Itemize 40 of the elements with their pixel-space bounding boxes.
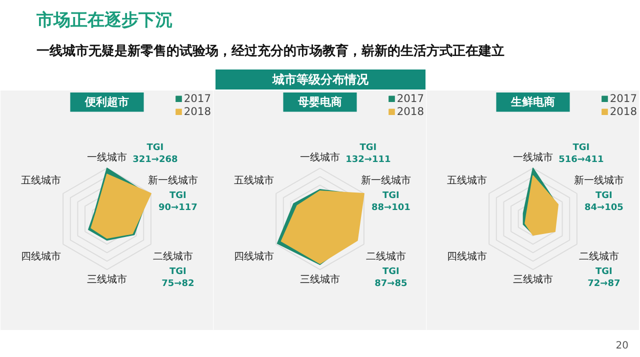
text: 一线城市无疑是新零售的试验场，经过充分的市场教育，崭新的生活方式正在建立 (36, 43, 504, 59)
text: TGI 87→85 (374, 267, 408, 290)
spoke-label: 新一线城市 (360, 174, 411, 186)
legend-label: 2017 (396, 92, 424, 105)
spoke-label: 二线城市 (366, 250, 406, 262)
spoke-label: 新一线城市 (148, 174, 198, 186)
legend-label: 2018 (184, 105, 211, 118)
spoke-label: 一线城市 (300, 151, 340, 164)
spoke-label: 四线城市 (447, 250, 488, 262)
text: TGI 321→268 (132, 142, 178, 165)
spoke-label: 五线城市 (447, 174, 488, 186)
spoke-label: 五线城市 (234, 174, 274, 186)
chart-title: 便利超市 (84, 96, 129, 109)
chart-title: 母婴电商 (297, 96, 342, 109)
text: TGI 516→411 (558, 142, 604, 165)
text: TGI 88→101 (372, 190, 410, 213)
text: TGI 84→105 (584, 190, 624, 213)
text: 市场正在逐步下沉 (36, 10, 172, 30)
text: TGI 90→117 (158, 190, 198, 213)
legend-label: 2018 (610, 105, 637, 118)
text: TGI 132→111 (346, 142, 391, 165)
spoke-label: 一线城市 (87, 151, 127, 164)
legend-label: 2017 (184, 92, 211, 105)
spoke-label: 三线城市 (87, 273, 127, 286)
spoke-label: 二线城市 (152, 250, 193, 262)
spoke-label: 三线城市 (300, 273, 340, 286)
spoke-label: 四线城市 (234, 250, 274, 262)
chart-title: 生鲜电商 (510, 96, 555, 109)
spoke-label: 三线城市 (513, 273, 553, 286)
spoke-label: 四线城市 (21, 250, 62, 262)
spoke-label: 一线城市 (513, 151, 553, 164)
text: 20 (616, 340, 629, 352)
legend-label: 2017 (610, 92, 637, 105)
text: TGI 75→82 (162, 267, 194, 290)
text: 城市等级分布情况 (272, 72, 370, 86)
spoke-label: 新一线城市 (574, 174, 624, 186)
spoke-label: 二线城市 (578, 250, 619, 262)
spoke-label: 五线城市 (21, 174, 62, 186)
legend-label: 2018 (396, 105, 424, 118)
text: TGI 72→87 (588, 267, 620, 290)
